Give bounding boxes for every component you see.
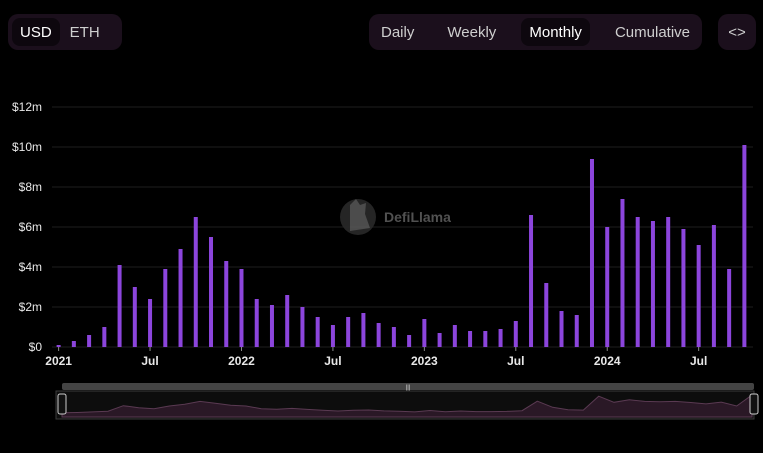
bar[interactable] [56, 345, 61, 347]
currency-toggle: USD ETH [8, 14, 122, 50]
y-tick-label: $6m [19, 220, 42, 234]
code-icon: <> [728, 23, 746, 41]
bar[interactable] [513, 321, 518, 347]
x-tick-label: Jul [324, 354, 341, 368]
bar[interactable] [559, 311, 564, 347]
bar[interactable] [315, 317, 320, 347]
bar[interactable] [422, 319, 427, 347]
watermark: DefiLlama [340, 199, 451, 235]
bar[interactable] [330, 325, 335, 347]
brush-handle-left[interactable] [57, 393, 67, 415]
bar[interactable] [620, 199, 625, 347]
bar[interactable] [498, 329, 503, 347]
y-tick-label: $12m [12, 100, 42, 114]
x-tick-label: 2023 [411, 354, 438, 368]
bar[interactable] [117, 265, 122, 347]
bar[interactable] [224, 261, 229, 347]
bar[interactable] [148, 299, 153, 347]
x-tick-label: Jul [141, 354, 158, 368]
x-tick-label: 2022 [228, 354, 255, 368]
watermark-text: DefiLlama [384, 209, 451, 225]
period-daily-button[interactable]: Daily [381, 23, 415, 41]
currency-usd-button[interactable]: USD [12, 18, 60, 46]
brush-preview-area [61, 394, 753, 418]
bar[interactable] [102, 327, 107, 347]
y-axis: $0 $2m $4m $6m $8m $10m $12m [12, 100, 42, 354]
x-tick-label: 2021 [45, 354, 72, 368]
bar[interactable] [711, 225, 716, 347]
bar[interactable] [163, 269, 168, 347]
period-monthly-button[interactable]: Monthly [521, 18, 590, 46]
bar[interactable] [589, 159, 594, 347]
bar[interactable] [605, 227, 610, 347]
bar[interactable] [239, 269, 244, 347]
x-tick-label: Jul [690, 354, 707, 368]
bar[interactable] [254, 299, 259, 347]
bar[interactable] [391, 327, 396, 347]
bar[interactable] [681, 229, 686, 347]
bar[interactable] [407, 335, 412, 347]
bar[interactable] [209, 237, 214, 347]
x-tick-label: 2024 [594, 354, 621, 368]
chart-grid [52, 106, 753, 348]
bar[interactable] [574, 315, 579, 347]
period-cumulative-button[interactable]: Cumulative [614, 23, 690, 41]
bar[interactable] [483, 331, 488, 347]
bar[interactable] [376, 323, 381, 347]
period-weekly-button[interactable]: Weekly [447, 23, 497, 41]
bar[interactable] [361, 313, 366, 347]
x-axis: 2021 Jul 2022 Jul 2023 Jul 2024 Jul [45, 347, 707, 368]
bar[interactable] [650, 221, 655, 347]
range-brush: ||| [55, 383, 759, 420]
embed-button[interactable]: <> [718, 14, 756, 50]
scroll-grip-icon: ||| [406, 385, 411, 391]
bar[interactable] [132, 287, 137, 347]
bar[interactable] [178, 249, 183, 347]
bar[interactable] [727, 269, 732, 347]
y-tick-label: $4m [19, 260, 42, 274]
y-tick-label: $10m [12, 140, 42, 154]
bar[interactable] [544, 283, 549, 347]
period-toggle: Daily Weekly Monthly Cumulative [369, 14, 702, 50]
y-tick-label: $2m [19, 300, 42, 314]
bar[interactable] [71, 341, 76, 347]
bar[interactable] [452, 325, 457, 347]
bar[interactable] [300, 307, 305, 347]
bar[interactable] [742, 145, 747, 347]
llama-logo-icon [340, 199, 376, 235]
currency-eth-button[interactable]: ETH [69, 23, 100, 41]
bar[interactable] [269, 305, 274, 347]
bar[interactable] [696, 245, 701, 347]
bars [56, 145, 747, 347]
brush-handle-right[interactable] [749, 393, 759, 415]
bar[interactable] [666, 217, 671, 347]
bar[interactable] [87, 335, 92, 347]
bar[interactable] [635, 217, 640, 347]
x-tick-label: Jul [507, 354, 524, 368]
bar[interactable] [468, 331, 473, 347]
range-scrollbar[interactable] [62, 383, 754, 390]
bar[interactable] [285, 295, 290, 347]
y-tick-label: $0 [29, 340, 43, 354]
y-tick-label: $8m [19, 180, 42, 194]
bar[interactable] [437, 333, 442, 347]
bar[interactable] [346, 317, 351, 347]
bar[interactable] [193, 217, 198, 347]
bar[interactable] [529, 215, 534, 347]
